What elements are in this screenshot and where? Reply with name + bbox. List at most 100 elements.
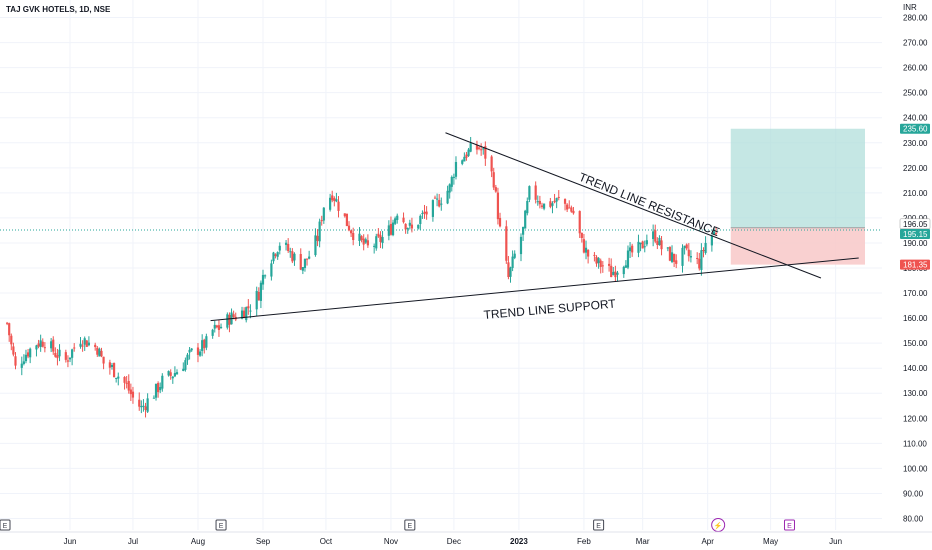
price-tick-label: 120.00 (903, 414, 928, 423)
candle-body (463, 156, 466, 162)
earnings-marker-label: E (3, 523, 8, 530)
candle-body (542, 203, 546, 209)
candle-body (102, 356, 105, 364)
candle-body (391, 222, 395, 236)
candle-body (337, 201, 340, 211)
candle-body (607, 263, 611, 266)
candle-body (293, 253, 296, 261)
candle-body (626, 250, 630, 268)
earnings-marker (215, 519, 227, 531)
candle-body (299, 254, 302, 270)
candle-body (314, 235, 317, 256)
candle-body (696, 258, 699, 260)
candle-body (593, 254, 596, 256)
price-tick-label: 190.00 (903, 239, 928, 248)
candlestick-series (5, 136, 718, 418)
candle-body (599, 260, 602, 267)
candle-body (612, 271, 615, 275)
candle-body (658, 237, 661, 246)
date-tick-label: Apr (701, 537, 714, 546)
candle-body (360, 236, 363, 240)
candle-body (362, 238, 365, 245)
candle-body (138, 399, 141, 407)
date-tick-label: Jul (128, 537, 138, 546)
candle-body (226, 314, 229, 328)
target-price-tag-label: 235.60 (903, 125, 928, 134)
candle-body (20, 363, 23, 368)
candle-body (526, 201, 529, 214)
candle-body (639, 242, 642, 245)
candle-body (284, 242, 288, 245)
candle-body (96, 347, 99, 355)
resistance-label: TREND LINE RESISTANCE (577, 170, 722, 239)
candle-body (278, 245, 281, 251)
candle-body (232, 314, 235, 317)
candle-body (217, 325, 221, 330)
candle-body (71, 349, 74, 358)
time-axis[interactable]: Jun Jul Aug Sep Oct Nov Dec 2023 Feb Mar Apr May Jun (0, 531, 932, 546)
stop-price-tag-label: 181.35 (903, 261, 928, 270)
price-tick-label: 270.00 (903, 39, 928, 48)
candle-body (431, 200, 435, 217)
candle-body (423, 211, 426, 214)
candle-body (205, 336, 208, 348)
candle-body (12, 346, 15, 355)
candle-body (465, 154, 468, 158)
dividend-icon: ⚡ (714, 521, 723, 530)
candle-body (201, 340, 204, 351)
price-tick-label: 80.00 (903, 514, 924, 523)
candle-body (305, 258, 309, 260)
candle-body (555, 198, 558, 202)
candle-body (129, 389, 132, 395)
candle-body (505, 226, 508, 261)
position-zones (0, 128, 882, 265)
candle-body (513, 253, 516, 258)
candle-body (358, 233, 361, 241)
candle-body (396, 215, 399, 221)
candle-body (475, 145, 479, 150)
price-axis[interactable]: 80.00 90.00 100.00 110.00 120.00 130.00 140.00… (903, 14, 928, 524)
candle-body (484, 146, 487, 159)
price-tick-label: 240.00 (903, 114, 928, 123)
price-tick-label: 230.00 (903, 139, 928, 148)
price-tick-label: 100.00 (903, 464, 928, 473)
candle-body (108, 362, 111, 368)
candle-body (94, 344, 97, 347)
candle-body (496, 192, 500, 220)
candle-body (50, 341, 53, 349)
earnings-marker (593, 519, 605, 531)
candle-body (563, 199, 567, 204)
candle-body (557, 196, 560, 198)
candle-body (438, 200, 441, 207)
candle-body (83, 338, 86, 345)
candle-body (259, 282, 263, 301)
candle-body (702, 250, 705, 252)
candle-body (595, 256, 598, 264)
candle-body (373, 245, 376, 247)
candle-body (219, 326, 223, 329)
candle-body (10, 335, 13, 345)
candle-body (131, 391, 135, 398)
candle-body (685, 244, 688, 249)
currency-label: INR (903, 3, 917, 12)
candle-body (681, 247, 684, 266)
candle-body (683, 245, 686, 249)
candle-body (127, 380, 130, 391)
candle-body (631, 245, 634, 253)
date-tick-label: Feb (577, 537, 591, 546)
candle-body (125, 382, 128, 384)
candle-body (584, 247, 588, 253)
candle-body (670, 252, 674, 262)
candle-body (228, 315, 231, 325)
candle-body (335, 199, 338, 202)
candle-body (159, 386, 162, 391)
candle-body (140, 405, 143, 408)
candle-body (146, 398, 149, 412)
date-tick-label: Jun (64, 537, 77, 546)
entry-price-tag-label: 196.05 (903, 220, 928, 229)
candle-body (689, 256, 693, 258)
candle-body (276, 252, 279, 257)
candle-body (641, 241, 644, 249)
candle-body (87, 342, 91, 346)
